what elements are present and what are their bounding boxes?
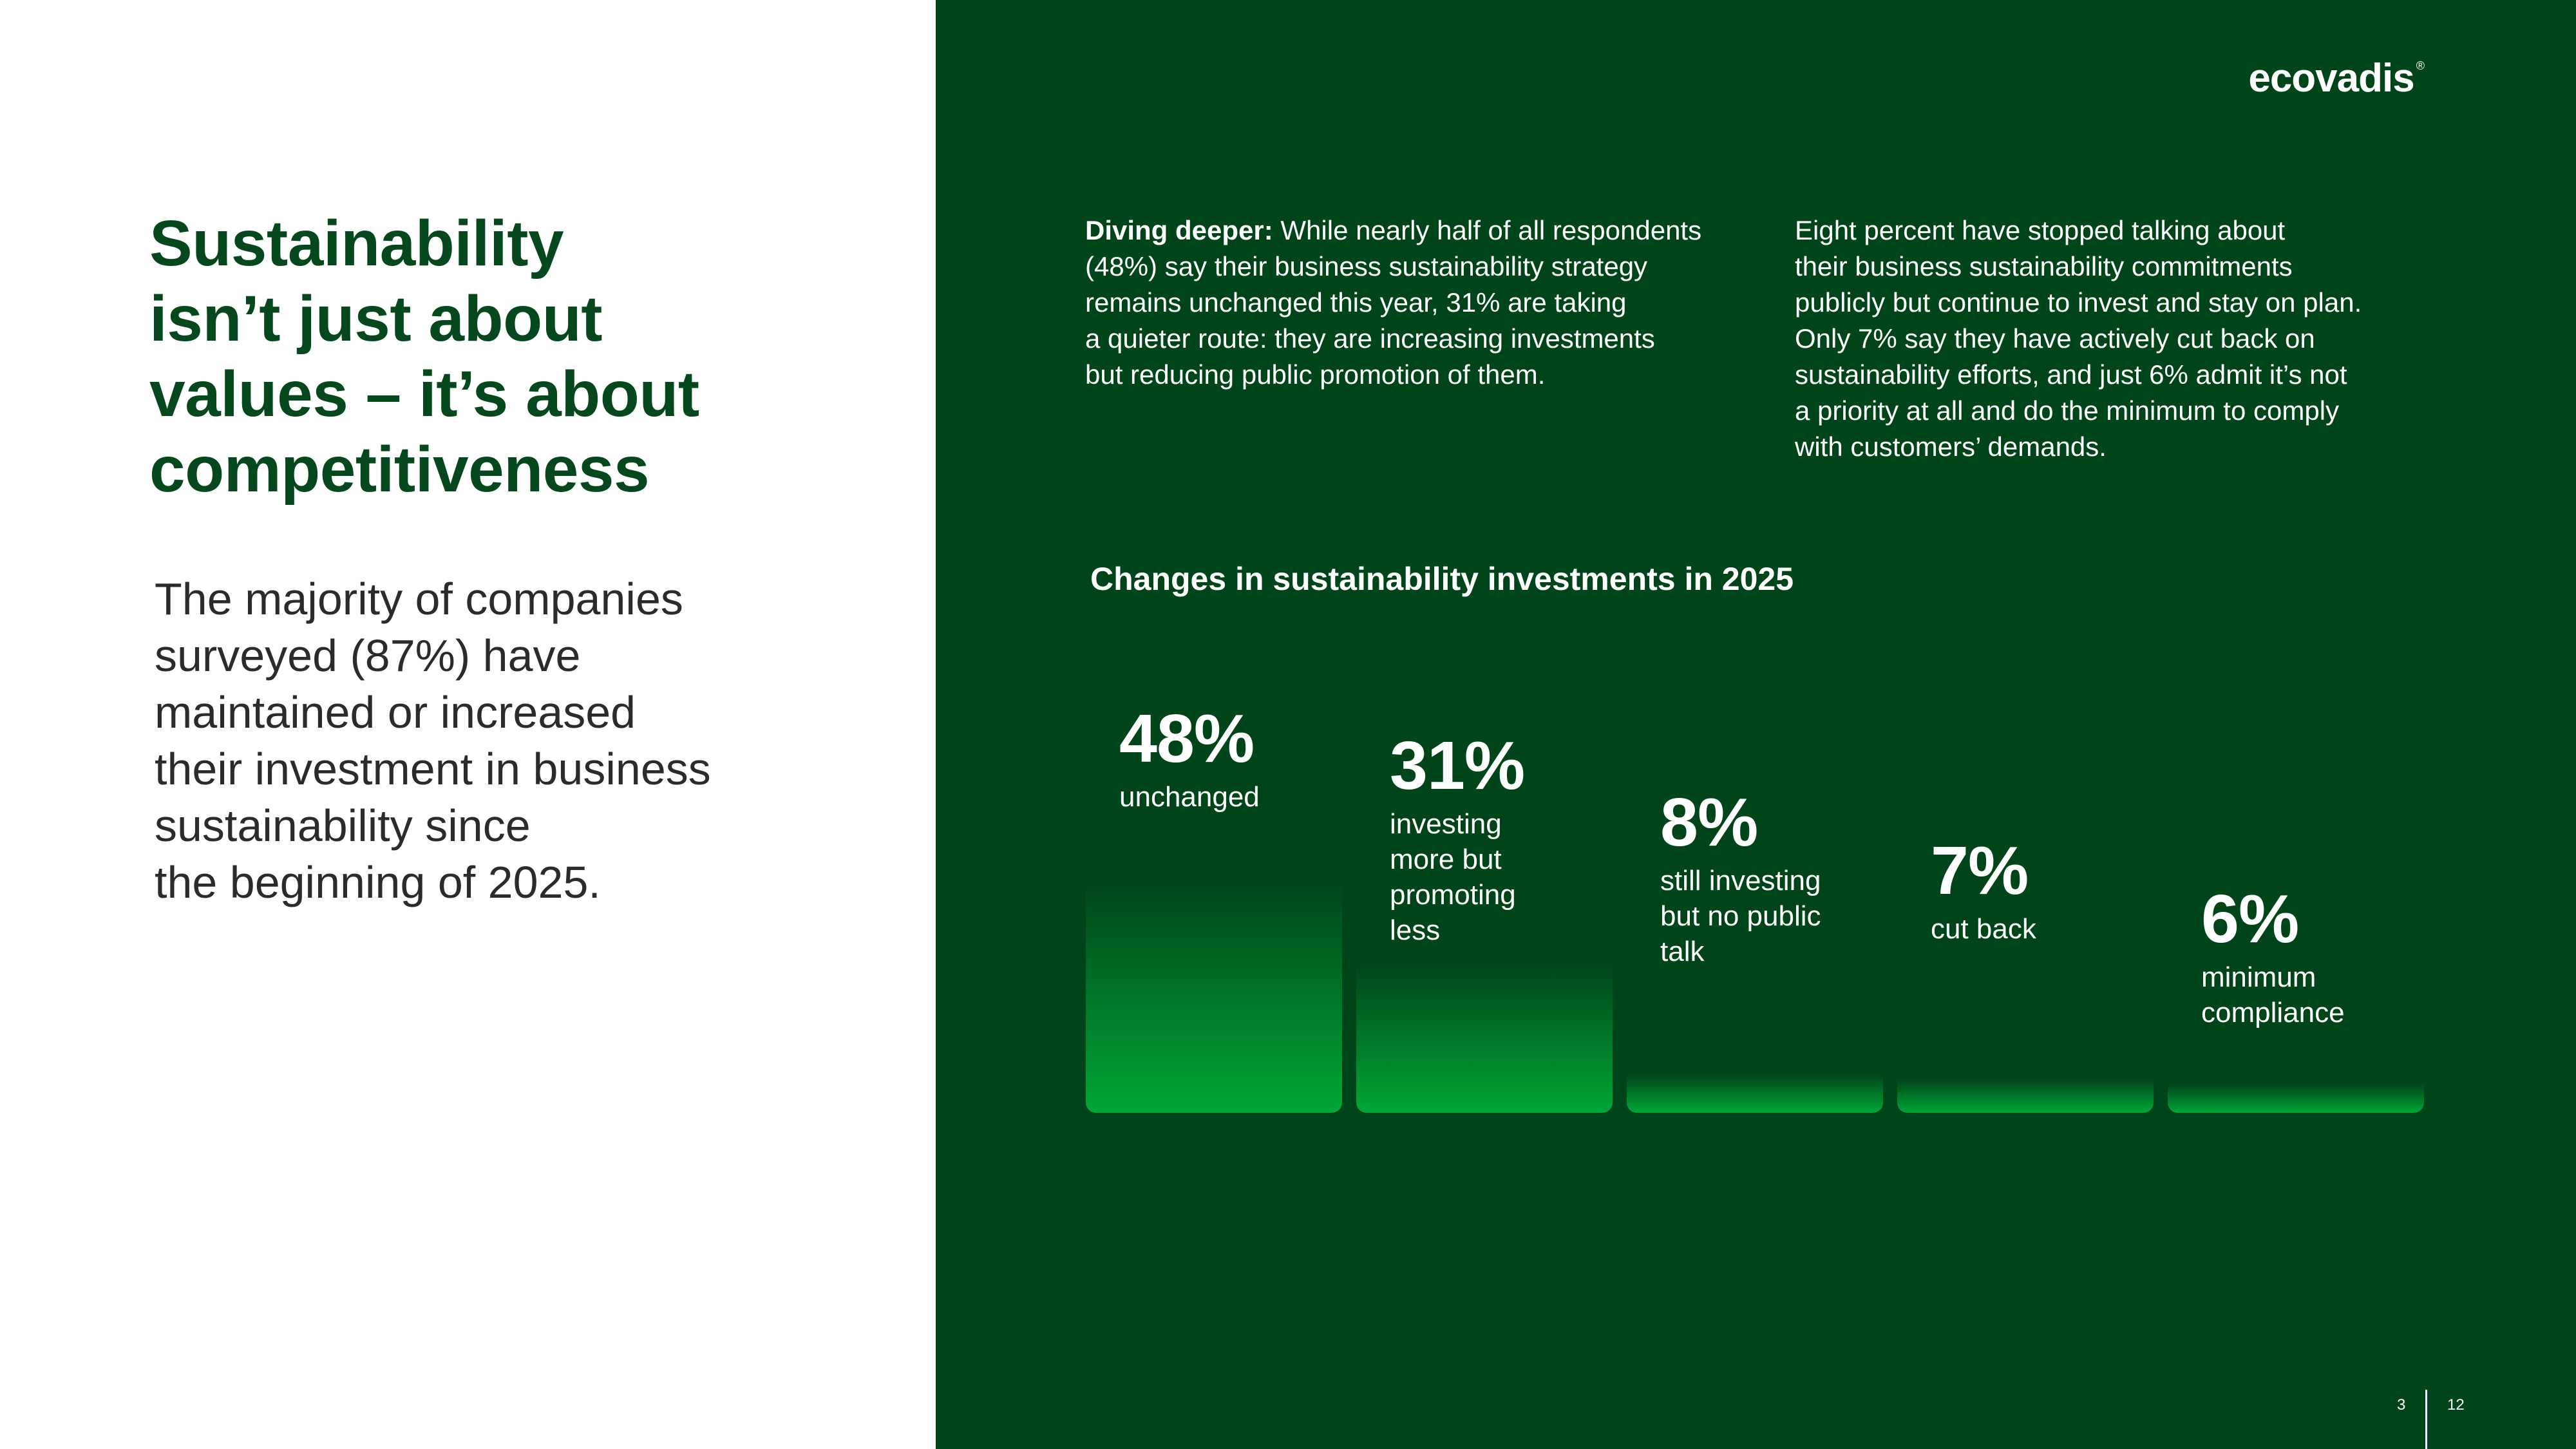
page-total: 12 [2447, 1396, 2465, 1414]
intro-line: The majority of companies [155, 574, 683, 624]
bar-category-label: cut back [1931, 911, 2163, 947]
bar-category-line: promoting [1390, 879, 1516, 911]
intro-line: their investment in business [155, 744, 711, 794]
bar-1 [1086, 696, 1342, 1113]
bar-category-line: less [1390, 914, 1441, 946]
bar-group [1086, 696, 2424, 1113]
bar-category-line: investing [1390, 808, 1502, 840]
paragraph-line-rest: While nearly half of all respondents [1273, 215, 1702, 245]
intro-line: maintained or increased [155, 687, 636, 737]
bar-category-line: talk [1660, 936, 1705, 967]
intro-line: the beginning of 2025. [155, 857, 601, 907]
bar-value-label: 7% [1931, 833, 2029, 909]
page-indicator: 3 12 [2383, 1390, 2486, 1449]
bar-category-label: unchanged [1119, 779, 1351, 815]
bar-3 [1627, 1043, 1883, 1113]
paragraph-lead: Diving deeper: [1085, 215, 1273, 245]
paragraph-line: remains unchanged this year, 31% are tak… [1085, 287, 1627, 317]
bar-5 [2168, 1061, 2424, 1113]
bar-category-label: still investing but no public talk [1660, 863, 1892, 969]
headline-line: Sustainability [149, 207, 564, 279]
bar-2 [1356, 843, 1613, 1113]
ecovadis-logo: ecovadis ® [2248, 55, 2425, 101]
intro-text: The majority of companies surveyed (87%)… [155, 571, 876, 911]
left-panel: Sustainability isn’t just about values –… [0, 0, 936, 1449]
headline-line: values – it’s about [149, 358, 699, 430]
chart-title: Changes in sustainability investments in… [1090, 561, 1794, 597]
paragraph-line: Eight percent have stopped talking about [1795, 215, 2286, 245]
paragraph-line: with customers’ demands. [1795, 431, 2107, 462]
bar-category-line: unchanged [1119, 781, 1260, 813]
headline: Sustainability isn’t just about values –… [149, 206, 858, 507]
bar-category-line: cut back [1931, 913, 2036, 945]
paragraph-diving-deeper: Diving deeper: While nearly half of all … [1085, 213, 1736, 393]
bar-category-line: minimum [2201, 961, 2316, 993]
registered-mark: ® [2416, 59, 2425, 72]
bar-4 [1897, 1052, 2154, 1113]
bar-value-label: 8% [1660, 784, 1758, 860]
bar-category-line: compliance [2201, 997, 2345, 1028]
intro-line: surveyed (87%) have [155, 630, 581, 681]
bar-category-label: investing more but promoting less [1390, 806, 1622, 948]
logo-text: ecovadis [2248, 56, 2414, 100]
intro-line: sustainability since [155, 800, 531, 851]
paragraph-line: publicly but continue to invest and stay… [1795, 287, 2362, 317]
paragraph-line: Diving deeper: While nearly half of all … [1085, 213, 1736, 249]
paragraph-line: a priority at all and do the minimum to … [1795, 395, 2340, 426]
paragraph-line: a quieter route: they are increasing inv… [1085, 323, 1655, 354]
bar-category-line: still investing [1660, 865, 1821, 896]
bar-value-label: 6% [2201, 881, 2299, 957]
paragraph-line: sustainability efforts, and just 6% admi… [1795, 359, 2347, 390]
paragraph-line: (48%) say their business sustainability … [1085, 251, 1648, 281]
bar-category-label: minimum compliance [2201, 960, 2433, 1030]
bar-value-label: 31% [1390, 728, 1525, 804]
bar-category-line: more but [1390, 844, 1502, 875]
headline-line: isn’t just about [149, 283, 603, 355]
bar-category-line: but no public [1660, 900, 1821, 932]
page-current: 3 [2397, 1396, 2406, 1414]
bar-value-label: 48% [1119, 701, 1255, 777]
page-divider [2425, 1390, 2427, 1449]
paragraph-line: Only 7% say they have actively cut back … [1795, 323, 2315, 354]
investment-bar-chart [1086, 696, 2424, 1113]
paragraph-eight-percent: Eight percent have stopped talking about… [1795, 213, 2445, 465]
paragraph-line: their business sustainability commitment… [1795, 251, 2293, 281]
headline-line: competitiveness [149, 433, 650, 506]
paragraph-line: but reducing public promotion of them. [1085, 359, 1546, 390]
